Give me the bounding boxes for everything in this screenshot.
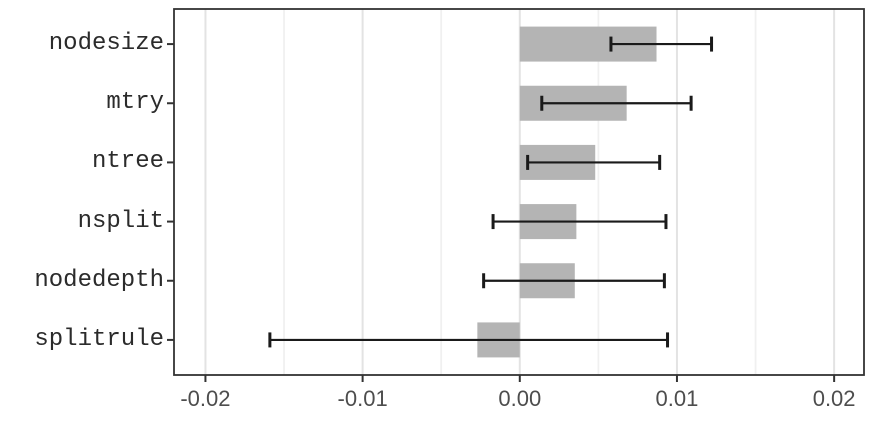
y-tick-label-nodedepth: nodedepth: [34, 266, 164, 294]
y-tick-label-nodesize: nodesize: [48, 30, 164, 58]
x-tick-label--0.02: -0.02: [180, 386, 231, 411]
x-tick-label-0.02: 0.02: [812, 386, 856, 411]
y-tick-label-nsplit: nsplit: [77, 207, 164, 235]
x-tick-label--0.01: -0.01: [337, 386, 388, 411]
y-tick-label-ntree: ntree: [91, 148, 164, 176]
y-tick-label-splitrule: splitrule: [34, 325, 164, 353]
y-tick-label-mtry: mtry: [106, 89, 164, 117]
x-tick-label-0.01: 0.01: [655, 386, 699, 411]
x-tick-label-0.00: 0.00: [498, 386, 542, 411]
